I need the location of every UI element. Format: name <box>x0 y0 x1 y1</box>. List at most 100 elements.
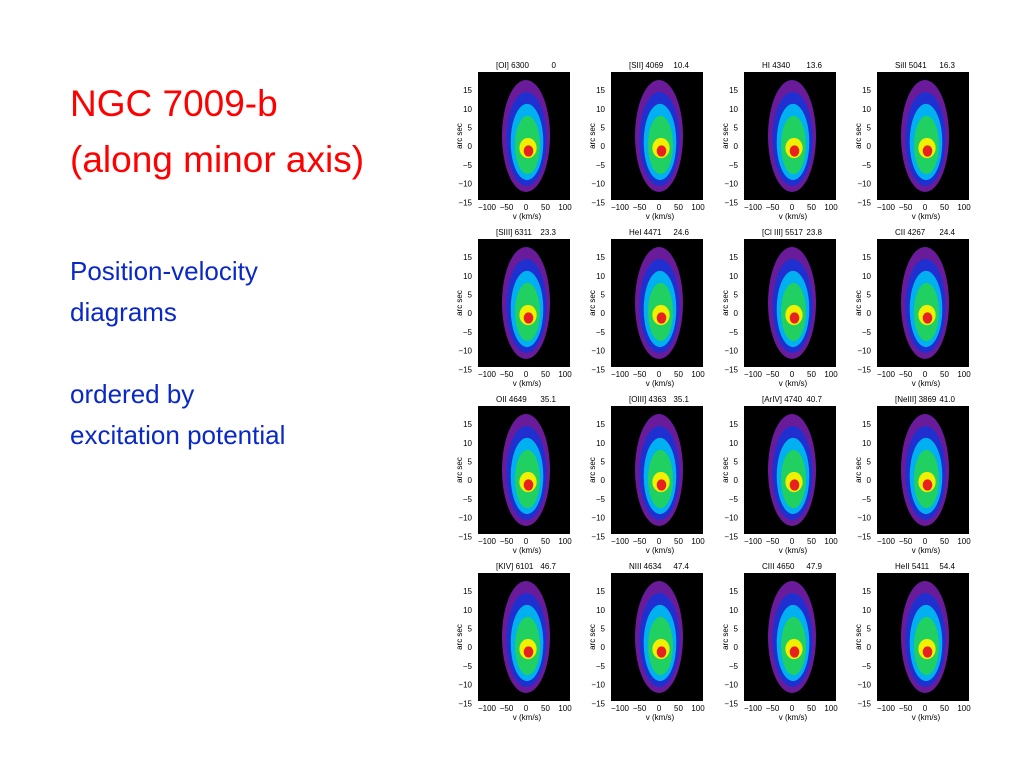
y-tick-label: 5 <box>867 625 872 634</box>
y-tick-label: 15 <box>463 420 472 429</box>
y-tick-label: −15 <box>458 198 472 207</box>
x-tick-label: −100 <box>478 537 497 546</box>
x-axis-label: v (km/s) <box>912 713 941 722</box>
y-tick-label: −5 <box>862 161 872 170</box>
x-tick-label: 0 <box>657 203 662 212</box>
x-tick-label: −100 <box>478 704 497 713</box>
y-tick-label: 10 <box>463 272 472 281</box>
x-tick-label: 50 <box>541 704 550 713</box>
y-tick-label: −5 <box>729 328 739 337</box>
y-tick-label: 5 <box>734 458 739 467</box>
y-tick-label: 0 <box>468 309 473 318</box>
x-tick-label: 100 <box>558 704 572 713</box>
x-tick-label: 100 <box>558 370 572 379</box>
x-tick-label: 0 <box>657 370 662 379</box>
y-tick-label: 0 <box>734 476 739 485</box>
emission-contour <box>656 479 667 491</box>
x-tick-label: 0 <box>923 203 928 212</box>
y-tick-label: 15 <box>463 587 472 596</box>
y-tick-label: −5 <box>862 328 872 337</box>
panel-potential: 0 <box>552 61 557 70</box>
x-tick-label: 50 <box>674 370 683 379</box>
y-tick-label: 10 <box>596 105 605 114</box>
x-axis-label: v (km/s) <box>513 546 542 555</box>
y-tick-label: 15 <box>729 86 738 95</box>
y-tick-label: 10 <box>729 272 738 281</box>
x-axis-label: v (km/s) <box>912 212 941 221</box>
x-tick-label: 0 <box>524 537 529 546</box>
y-tick-label: −10 <box>591 180 605 189</box>
y-tick-label: −15 <box>857 699 871 708</box>
y-tick-label: 0 <box>468 476 473 485</box>
x-tick-label: 50 <box>940 203 949 212</box>
x-axis-label: v (km/s) <box>646 212 675 221</box>
y-axis-label: arc sec <box>455 624 464 650</box>
y-tick-label: −15 <box>724 198 738 207</box>
y-tick-label: 0 <box>867 309 872 318</box>
x-axis-label: v (km/s) <box>912 379 941 388</box>
x-tick-label: −100 <box>611 704 630 713</box>
y-axis-label: arc sec <box>455 457 464 483</box>
y-tick-label: 0 <box>601 142 606 151</box>
y-tick-label: 10 <box>463 606 472 615</box>
x-tick-label: 100 <box>558 203 572 212</box>
y-tick-label: 10 <box>729 105 738 114</box>
x-tick-label: 100 <box>957 203 971 212</box>
y-tick-label: 10 <box>862 105 871 114</box>
y-tick-label: 15 <box>729 420 738 429</box>
y-tick-label: −10 <box>591 514 605 523</box>
emission-contour <box>656 646 667 658</box>
x-tick-label: −50 <box>899 370 913 379</box>
y-axis-label: arc sec <box>854 457 863 483</box>
y-tick-label: 0 <box>867 476 872 485</box>
x-tick-label: −100 <box>744 370 763 379</box>
y-tick-label: 5 <box>601 124 606 133</box>
y-tick-label: −5 <box>596 495 606 504</box>
x-tick-label: 100 <box>824 704 838 713</box>
panel-line: CIII 4650 <box>762 562 795 571</box>
x-tick-label: 100 <box>691 704 705 713</box>
x-tick-label: 100 <box>824 203 838 212</box>
y-tick-label: 15 <box>596 253 605 262</box>
y-tick-label: −15 <box>458 699 472 708</box>
y-axis-label: arc sec <box>588 123 597 149</box>
y-tick-label: −10 <box>857 681 871 690</box>
panel-potential: 35.1 <box>673 395 689 404</box>
y-tick-label: 15 <box>862 253 871 262</box>
y-tick-label: 10 <box>463 439 472 448</box>
y-tick-label: 15 <box>463 86 472 95</box>
x-tick-label: −100 <box>478 203 497 212</box>
panel-potential: 23.8 <box>806 228 822 237</box>
y-tick-label: 0 <box>468 142 473 151</box>
panel-line: [KIV] 6101 <box>496 562 534 571</box>
x-tick-label: 50 <box>541 537 550 546</box>
y-tick-label: 5 <box>867 458 872 467</box>
y-tick-label: −5 <box>463 161 473 170</box>
emission-contour <box>523 145 534 157</box>
x-tick-label: 0 <box>923 537 928 546</box>
y-tick-label: −10 <box>458 514 472 523</box>
x-tick-label: 0 <box>790 704 795 713</box>
y-tick-label: 5 <box>468 458 473 467</box>
emission-contour <box>656 312 667 324</box>
y-tick-label: −10 <box>857 180 871 189</box>
x-tick-label: 50 <box>541 203 550 212</box>
y-tick-label: −10 <box>857 514 871 523</box>
x-tick-label: −50 <box>899 704 913 713</box>
x-tick-label: 100 <box>691 537 705 546</box>
x-tick-label: 50 <box>674 203 683 212</box>
y-tick-label: 10 <box>862 606 871 615</box>
y-tick-label: 15 <box>596 86 605 95</box>
y-axis-label: arc sec <box>455 123 464 149</box>
x-tick-label: 50 <box>940 704 949 713</box>
x-tick-label: −50 <box>633 370 647 379</box>
panel-potential: 41.0 <box>939 395 955 404</box>
y-tick-label: −15 <box>591 365 605 374</box>
y-axis-label: arc sec <box>721 624 730 650</box>
y-tick-label: −15 <box>458 365 472 374</box>
